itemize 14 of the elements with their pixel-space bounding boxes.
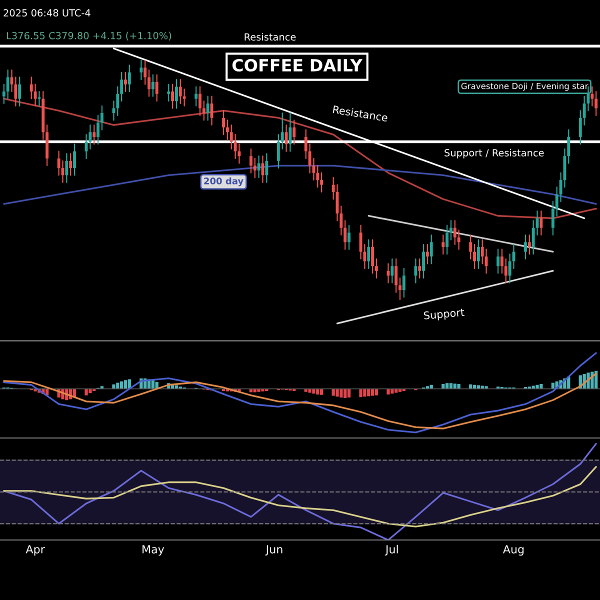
annotation: Gravestone Doji / Evening star: [461, 82, 588, 91]
ref-line-label: Resistance: [244, 33, 296, 41]
chart-title: COFFEE DAILY: [232, 58, 363, 72]
ref-line-label: Support / Resistance: [444, 148, 544, 158]
annotation: Resistance: [332, 105, 388, 122]
text: L376.55 C379.80 +4.15 (+1.10%): [6, 32, 172, 40]
text: 2025 06:48 UTC-4: [4, 9, 90, 17]
x-tick-label: Aug: [502, 545, 524, 556]
x-tick-label: Jul: [384, 544, 398, 556]
series-label: 200 day: [204, 177, 244, 186]
x-tick-label: May: [142, 545, 164, 556]
x-tick-label: Apr: [26, 545, 45, 556]
text: Support: [424, 308, 465, 322]
x-tick-label: Jun: [265, 545, 282, 556]
